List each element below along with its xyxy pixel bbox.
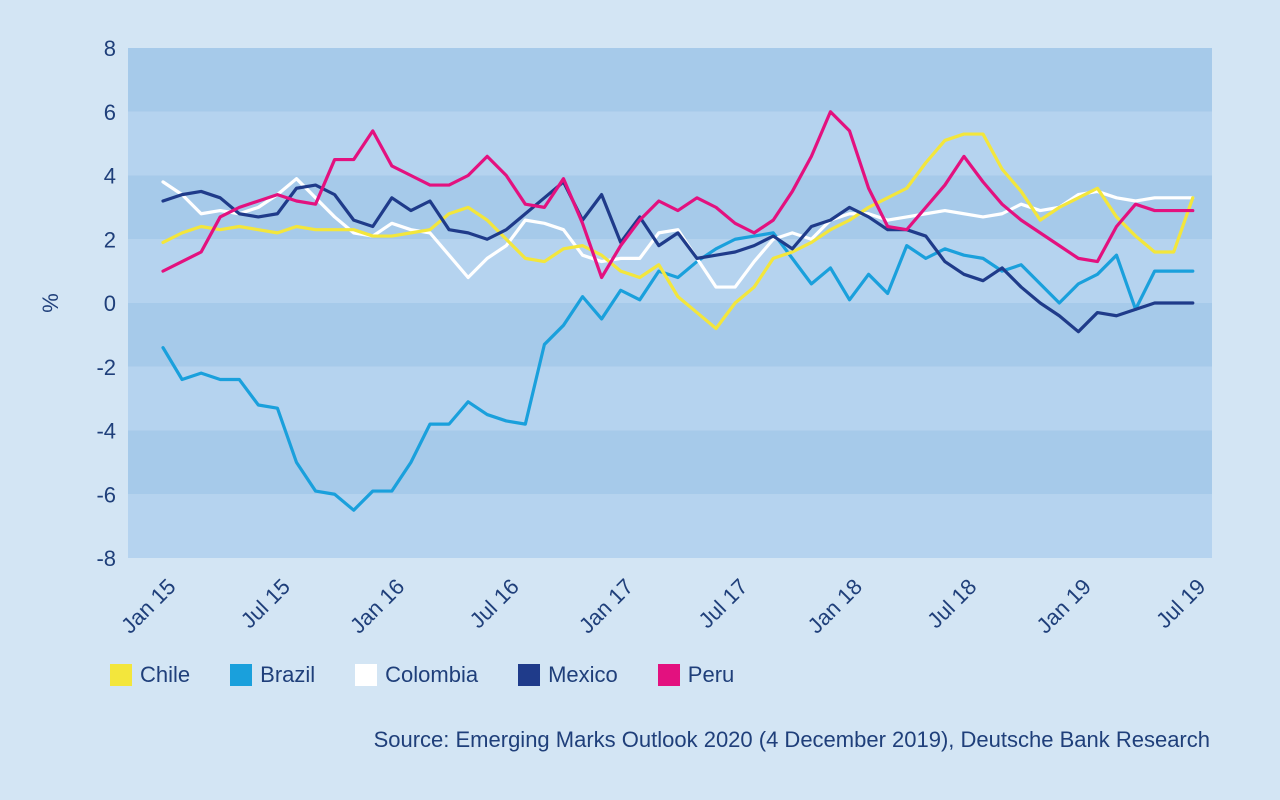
x-tick-label: Jan 15 bbox=[116, 574, 180, 638]
plot-band bbox=[128, 430, 1212, 495]
y-tick-label: -6 bbox=[96, 482, 116, 507]
plot-band bbox=[128, 111, 1212, 176]
y-tick-label: 4 bbox=[104, 164, 116, 189]
y-axis-ticks: -8 -6 -4 -2 0 2 4 6 8 bbox=[96, 36, 116, 571]
legend-swatch-peru bbox=[657, 664, 680, 686]
plot-band bbox=[128, 366, 1212, 431]
x-tick-label: Jul 15 bbox=[236, 574, 295, 633]
legend-item-colombia: Colombia bbox=[355, 662, 478, 688]
plot-band bbox=[128, 239, 1212, 303]
y-axis-label: % bbox=[38, 293, 63, 313]
source-note: Source: Emerging Marks Outlook 2020 (4 D… bbox=[373, 727, 1210, 752]
x-tick-label: Jan 17 bbox=[574, 574, 638, 638]
series-line-brazil bbox=[161, 231, 1195, 512]
legend-swatch-brazil bbox=[230, 664, 253, 686]
legend-label-peru: Peru bbox=[687, 662, 735, 687]
x-tick-label: Jan 19 bbox=[1032, 574, 1096, 638]
legend-label-chile: Chile bbox=[140, 662, 191, 687]
y-tick-label: 0 bbox=[104, 291, 116, 316]
x-tick-label: Jan 18 bbox=[803, 574, 867, 638]
x-tick-label: Jul 19 bbox=[1151, 574, 1210, 633]
legend: Chile Brazil Colombia Mexico Peru bbox=[110, 662, 774, 688]
y-tick-label: -2 bbox=[96, 355, 116, 380]
legend-label-mexico: Mexico bbox=[548, 662, 618, 687]
legend-item-chile: Chile bbox=[110, 662, 190, 688]
plot-band bbox=[128, 48, 1212, 112]
legend-swatch-mexico bbox=[518, 664, 541, 686]
y-tick-label: 8 bbox=[104, 36, 116, 61]
x-tick-label: Jul 16 bbox=[465, 574, 524, 633]
y-tick-label: -8 bbox=[96, 546, 116, 571]
x-tick-label: Jul 18 bbox=[922, 574, 981, 633]
series-line-chile bbox=[161, 132, 1195, 331]
y-tick-label: 2 bbox=[104, 227, 116, 252]
series-line-colombia bbox=[161, 177, 1195, 289]
legend-label-brazil: Brazil bbox=[260, 662, 316, 687]
x-tick-label: Jan 16 bbox=[345, 574, 409, 638]
legend-item-mexico: Mexico bbox=[518, 662, 618, 688]
legend-item-brazil: Brazil bbox=[230, 662, 315, 688]
y-tick-label: 6 bbox=[104, 100, 116, 125]
x-tick-label: Jul 17 bbox=[693, 574, 752, 633]
plot-band bbox=[128, 303, 1212, 367]
legend-label-colombia: Colombia bbox=[385, 662, 479, 687]
series-line-peru bbox=[161, 110, 1195, 280]
legend-item-peru: Peru bbox=[657, 662, 735, 688]
series-line-mexico bbox=[161, 180, 1195, 334]
y-tick-label: -4 bbox=[96, 419, 116, 444]
plot-background-bands bbox=[128, 48, 1212, 558]
legend-swatch-chile bbox=[110, 664, 132, 686]
plot-band bbox=[128, 494, 1212, 558]
legend-swatch-colombia bbox=[355, 664, 378, 686]
series-lines bbox=[161, 110, 1195, 512]
x-axis-ticks: Jan 15 Jul 15 Jan 16 Jul 16 Jan 17 Jul 17 Jan … bbox=[116, 574, 1210, 638]
